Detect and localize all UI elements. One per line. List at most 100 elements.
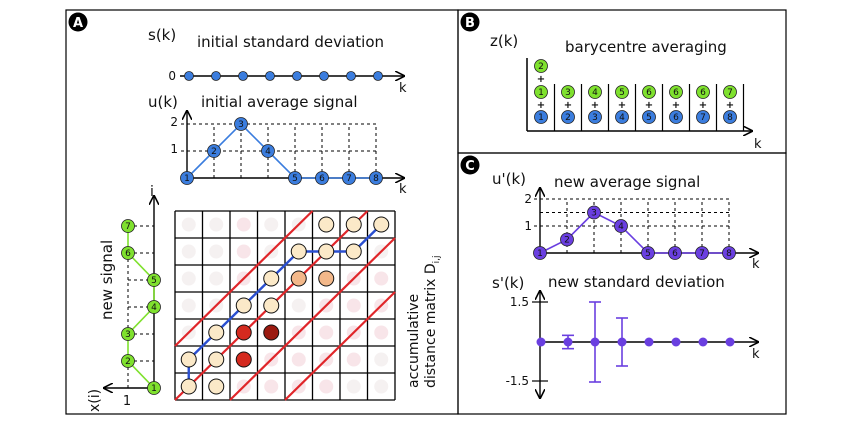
b-col1-green-2-label: 2 xyxy=(538,62,544,72)
b-column-3: 3 +4 xyxy=(588,84,610,131)
matrix-cell-4-5 xyxy=(318,270,335,287)
a-uk-ylabel: u(k) xyxy=(148,93,178,111)
c-uk-ytick-1: 1 xyxy=(524,219,532,233)
matrix-cell-4-3 xyxy=(263,270,280,287)
a-uk-point-1: 1 xyxy=(180,171,194,185)
matrix-cell-0-1 xyxy=(208,378,225,395)
matrix-cell-0-0 xyxy=(180,378,197,395)
matrix-cell-3-3 xyxy=(263,297,280,314)
b-col7-green-1: 6 xyxy=(696,85,710,99)
panel-c-frame xyxy=(457,152,787,415)
new-signal-point-2-label: 2 xyxy=(125,357,131,367)
matrix-bg-cell-2-5 xyxy=(319,325,334,340)
c-uk-points: 1 2 3 4 5 6 7 8 xyxy=(533,205,736,260)
b-col5-green-1: 6 xyxy=(642,85,656,99)
b-col7-green-1-label: 6 xyxy=(700,88,706,98)
c-sk-dot-3 xyxy=(590,337,600,347)
new-signal-point-2: 2 xyxy=(121,354,135,368)
c-uk-xlabel: k xyxy=(752,257,760,272)
matrix-cell-5-4 xyxy=(290,243,307,260)
matrix-bg-cell-6-0 xyxy=(181,217,196,232)
b-col4-plus: + xyxy=(618,100,626,111)
new-signal-point-6-label: 6 xyxy=(125,249,131,259)
distance-matrix xyxy=(174,210,396,401)
new-signal-axis-x: x(i) xyxy=(87,389,103,412)
b-col3-blue-label: 3 xyxy=(592,113,598,123)
c-uk-point-3-label: 3 xyxy=(591,209,597,219)
b-col2-green-1: 3 xyxy=(561,85,575,99)
svg-text:C: C xyxy=(465,159,475,174)
matrix-bg-cell-6-2 xyxy=(236,217,251,232)
matrix-bg-cell-2-7 xyxy=(374,325,389,340)
matrix-cell-1-1 xyxy=(208,351,225,368)
b-col4-blue-label: 4 xyxy=(619,113,625,123)
matrix-cell-5-6 xyxy=(345,243,362,260)
a-uk-point-7-label: 7 xyxy=(346,174,352,184)
new-signal-point-7: 7 xyxy=(121,219,135,233)
a-sk-title: initial standard deviation xyxy=(197,33,384,51)
matrix-red-diagonal-3 xyxy=(284,291,396,401)
b-col3-blue: 3 xyxy=(588,110,602,124)
b-col8-green-1: 7 xyxy=(723,85,737,99)
a-uk-point-3-label: 3 xyxy=(238,120,244,130)
c-sk-point-6 xyxy=(671,337,681,347)
b-columns: 1 +1 +2 2 +3 3 +4 4 +5 5 +6 6 +6 7 +6 8 +7 xyxy=(526,58,745,131)
b-col3-plus: + xyxy=(591,100,599,111)
c-uk-point-2: 2 xyxy=(560,232,574,247)
matrix-bg-cell-0-7 xyxy=(374,379,389,394)
a-sk-point-4 xyxy=(265,71,275,81)
a-sk-zero-label: 0 xyxy=(168,69,176,83)
panel-a-badge: A xyxy=(68,12,88,32)
c-uk-point-1: 1 xyxy=(533,246,547,260)
new-signal-point-4-label: 4 xyxy=(151,303,157,313)
b-col5-green-1-label: 6 xyxy=(646,88,652,98)
c-sk-dot-7 xyxy=(698,337,708,347)
matrix-bg-cell-1-6 xyxy=(346,352,361,367)
c-uk-point-5: 5 xyxy=(641,246,655,260)
b-col7-blue-label: 7 xyxy=(700,113,706,123)
c-uk-title: new average signal xyxy=(554,173,700,191)
b-col8-blue-label: 8 xyxy=(727,113,733,123)
a-sk-point-1 xyxy=(184,71,194,81)
b-col1-blue: 1 xyxy=(534,110,548,124)
a-uk-point-7: 7 xyxy=(342,171,356,185)
a-sk-point-3 xyxy=(238,71,248,81)
a-sk-xlabel: k xyxy=(399,81,407,96)
matrix-cell-2-2 xyxy=(235,324,252,341)
a-uk-point-2-label: 2 xyxy=(211,147,217,157)
a-uk-point-5: 5 xyxy=(288,171,302,185)
b-col5-blue-label: 5 xyxy=(646,113,652,123)
matrix-cell-1-0 xyxy=(180,351,197,368)
a-sk-point-7 xyxy=(346,71,356,81)
matrix-label-line2: distance matrix Di,j xyxy=(423,255,442,388)
c-sk-dot-6 xyxy=(671,337,681,347)
b-column-4: 4 +5 xyxy=(615,84,637,131)
c-sk-dot-8 xyxy=(725,337,735,347)
b-col3-green-1-label: 4 xyxy=(592,88,598,98)
c-sk-point-1 xyxy=(536,337,546,347)
b-column-2: 2 +3 xyxy=(561,84,583,131)
b-col4-blue: 4 xyxy=(615,110,629,124)
new-signal-label: new signal xyxy=(98,240,116,320)
c-sk-point-2 xyxy=(562,334,574,350)
b-col4-green-1-label: 5 xyxy=(619,88,625,98)
c-sk-point-4 xyxy=(616,317,628,367)
new-signal-points: 1 2 3 4 5 6 7 xyxy=(121,219,161,395)
c-sk-ytick-top: 1.5 xyxy=(510,295,529,309)
b-title: barycentre averaging xyxy=(565,38,727,56)
matrix-bg-cell-4-0 xyxy=(181,271,196,286)
c-uk-ytick-2: 2 xyxy=(524,192,532,206)
matrix-bg-cell-5-0 xyxy=(181,244,196,259)
c-uk-point-6-label: 6 xyxy=(672,249,678,259)
c-sk-xlabel: k xyxy=(752,347,760,362)
a-uk-title: initial average signal xyxy=(201,93,358,111)
c-sk-dot-1 xyxy=(536,337,546,347)
panel-a-frame xyxy=(65,9,459,415)
b-col2-blue: 2 xyxy=(561,110,575,124)
b-col1-plus: + xyxy=(537,100,545,111)
new-signal-point-5: 5 xyxy=(147,273,161,287)
b-col1-green-1: 1 xyxy=(534,85,548,99)
matrix-cell-6-5 xyxy=(318,216,335,233)
a-uk-point-4-label: 4 xyxy=(265,147,271,157)
matrix-bg-cell-3-0 xyxy=(181,298,196,313)
